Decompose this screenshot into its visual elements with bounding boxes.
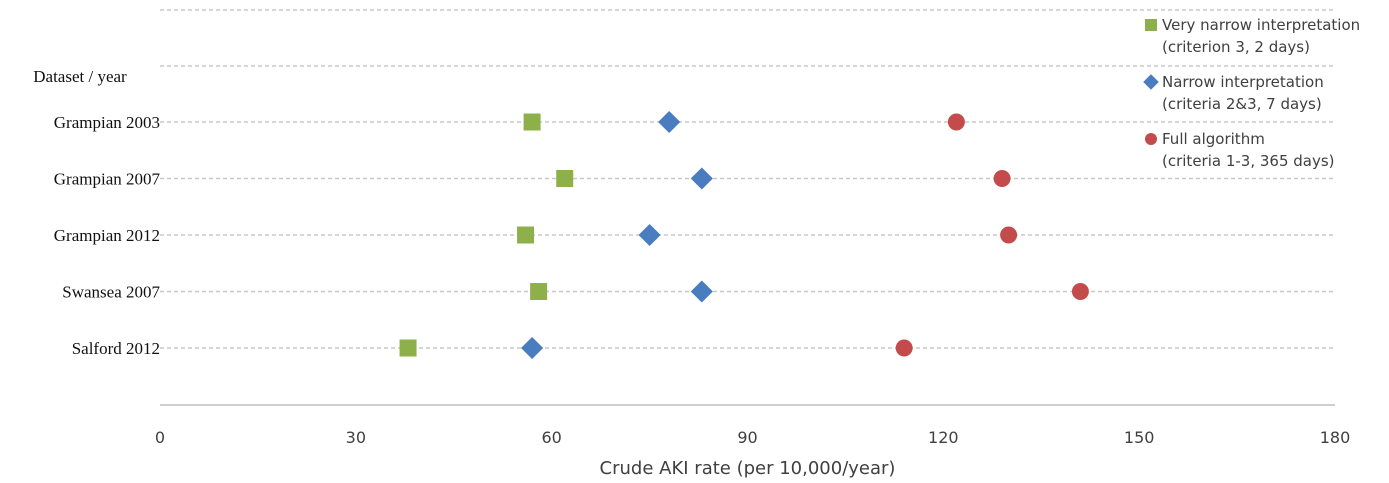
category-label: Salford 2012 <box>72 339 160 358</box>
data-point-circle <box>993 170 1011 187</box>
x-tick-label: 90 <box>737 428 757 447</box>
data-point-square <box>517 226 535 244</box>
x-tick-label: 150 <box>1124 428 1155 447</box>
x-tick-label: 0 <box>155 428 165 447</box>
x-axis-title: Crude AKI rate (per 10,000/year) <box>600 458 896 479</box>
legend-marker-circle <box>1145 133 1157 145</box>
x-tick-label: 120 <box>928 428 959 447</box>
legend-label: Narrow interpretation <box>1162 73 1324 91</box>
legend-entry: Full algorithm (criteria 1-3, 365 days) <box>1145 130 1335 170</box>
x-tick-label: 60 <box>541 428 561 447</box>
category-label: Grampian 2007 <box>54 170 161 189</box>
y-axis-title: Dataset / year <box>33 67 127 86</box>
grid-layer <box>160 9 1335 349</box>
data-point-circle <box>1000 226 1018 244</box>
series-diamond <box>521 110 713 360</box>
data-point-circle <box>1071 283 1089 300</box>
legend-marker-diamond <box>1143 74 1159 90</box>
data-point-square <box>556 170 574 187</box>
legend-label: Very narrow interpretation <box>1162 16 1360 34</box>
data-point-square <box>530 283 548 300</box>
x-tick-label: 30 <box>346 428 366 447</box>
legend-sublabel: (criteria 2&3, 7 days) <box>1162 95 1322 113</box>
data-point-square <box>523 113 541 131</box>
series-circle <box>895 113 1089 357</box>
data-point-diamond <box>521 336 544 360</box>
category-label: Grampian 2012 <box>54 226 160 245</box>
category-label: Grampian 2003 <box>54 113 160 132</box>
x-tick-label: 180 <box>1320 428 1351 447</box>
legend: Very narrow interpretation (criterion 3, … <box>1143 16 1360 170</box>
legend-sublabel: (criterion 3, 2 days) <box>1162 38 1310 56</box>
data-point-circle <box>895 339 913 357</box>
legend-entry: Narrow interpretation (criteria 2&3, 7 da… <box>1143 73 1324 113</box>
data-point-diamond <box>658 110 681 134</box>
data-point-square <box>399 339 417 357</box>
x-axis: 0 30 60 90 120 150 180 <box>155 404 1351 447</box>
data-point-diamond <box>638 223 661 247</box>
data-point-diamond <box>690 280 713 303</box>
legend-label: Full algorithm <box>1162 130 1265 148</box>
legend-marker-square <box>1145 19 1157 31</box>
data-point-diamond <box>690 167 713 190</box>
category-labels: Grampian 2003 Grampian 2007 Grampian 2012 S… <box>54 113 161 358</box>
series-square <box>399 113 574 357</box>
data-point-circle <box>947 113 965 131</box>
category-label: Swansea 2007 <box>62 283 160 302</box>
legend-entry: Very narrow interpretation (criterion 3, … <box>1145 16 1360 56</box>
data-markers <box>399 110 1089 360</box>
legend-sublabel: (criteria 1-3, 365 days) <box>1162 152 1335 170</box>
